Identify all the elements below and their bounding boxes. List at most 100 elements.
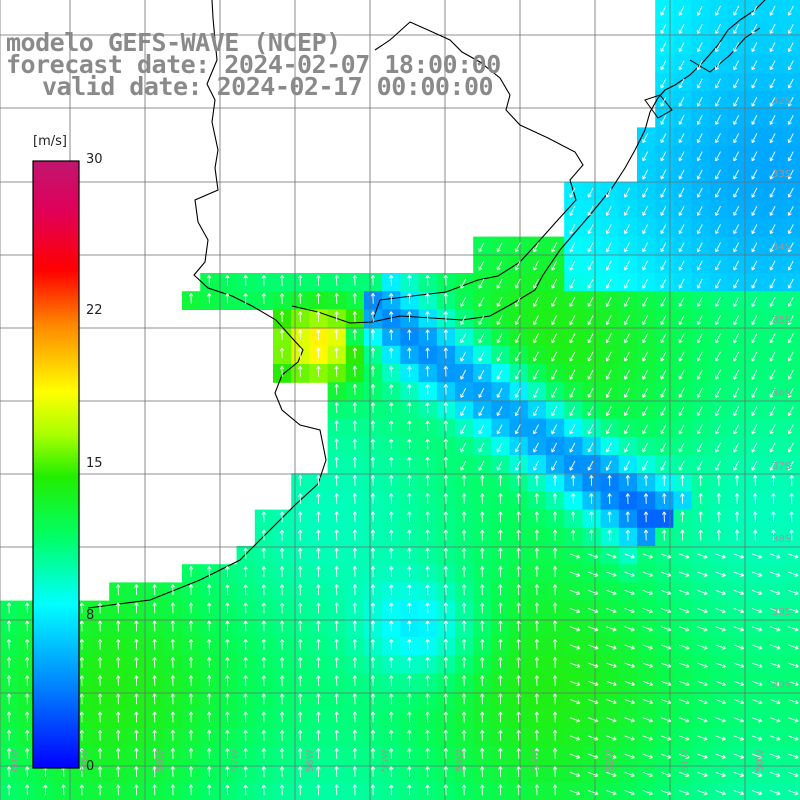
wind-arrow bbox=[496, 296, 503, 307]
wind-arrow bbox=[534, 748, 539, 759]
wind-arrow bbox=[152, 638, 157, 650]
wind-arrow bbox=[425, 620, 430, 632]
wind-arrow bbox=[642, 315, 649, 326]
wind-arrow bbox=[389, 784, 394, 796]
wind-arrow bbox=[152, 748, 157, 759]
wind-arrow bbox=[225, 766, 230, 778]
wind-arrow bbox=[352, 511, 357, 523]
wind-arrow bbox=[225, 693, 230, 705]
wind-arrow bbox=[751, 5, 758, 16]
wind-arrow bbox=[697, 680, 708, 687]
wind-arrow bbox=[660, 260, 667, 271]
wind-arrow bbox=[715, 406, 721, 417]
wind-arrow bbox=[588, 680, 599, 687]
wind-arrow bbox=[680, 493, 685, 505]
wind-arrow bbox=[588, 753, 599, 759]
wind-arrow bbox=[460, 460, 467, 471]
wind-arrow bbox=[588, 699, 599, 705]
wind-arrow bbox=[751, 790, 763, 796]
wind-arrow bbox=[770, 680, 781, 687]
wind-arrow bbox=[298, 547, 303, 559]
wind-arrow bbox=[25, 748, 30, 759]
wind-arrow bbox=[298, 274, 303, 286]
wind-arrow bbox=[498, 784, 503, 796]
wind-arrow bbox=[298, 729, 303, 741]
wind-arrow bbox=[715, 608, 726, 614]
wind-arrow bbox=[788, 717, 799, 723]
wind-arrow bbox=[516, 766, 521, 778]
wind-arrow bbox=[552, 638, 558, 650]
wind-arrow bbox=[316, 511, 321, 523]
wind-arrow bbox=[207, 711, 212, 723]
wind-arrow bbox=[642, 790, 654, 796]
wind-arrow bbox=[770, 790, 781, 796]
wind-arrow bbox=[787, 406, 794, 417]
wind-arrow bbox=[642, 424, 649, 435]
wind-arrow bbox=[715, 23, 721, 34]
wind-arrow bbox=[624, 589, 635, 596]
wind-arrow bbox=[443, 402, 448, 414]
wind-arrow bbox=[551, 296, 558, 307]
wind-arrow bbox=[624, 187, 630, 198]
wind-arrow bbox=[588, 662, 599, 668]
wind-arrow bbox=[461, 547, 467, 559]
wind-arrow bbox=[552, 547, 558, 559]
wind-arrow bbox=[480, 748, 485, 759]
wind-arrow bbox=[751, 735, 763, 741]
wind-arrow bbox=[552, 529, 558, 541]
wind-arrow bbox=[261, 729, 266, 741]
wind-arrow bbox=[733, 771, 745, 778]
wind-arrow bbox=[624, 662, 635, 668]
wind-arrow bbox=[715, 699, 726, 705]
model-title: modelo GEFS-WAVE (NCEP) bbox=[6, 28, 341, 57]
wind-arrow bbox=[643, 475, 649, 486]
wind-arrow bbox=[407, 293, 412, 304]
wind-speed-cell bbox=[673, 782, 693, 800]
wind-arrow bbox=[552, 493, 558, 505]
wind-arrow bbox=[316, 711, 321, 723]
wind-arrow bbox=[606, 571, 617, 577]
wind-arrow bbox=[334, 602, 339, 614]
wind-arrow bbox=[787, 351, 794, 362]
wind-arrow bbox=[261, 566, 266, 577]
wind-arrow bbox=[715, 133, 721, 144]
wind-arrow bbox=[97, 657, 103, 668]
wind-arrow bbox=[660, 387, 667, 398]
wind-arrow bbox=[334, 438, 339, 450]
wind-arrow bbox=[188, 602, 194, 614]
wind-arrow bbox=[514, 442, 521, 453]
wind-arrow bbox=[370, 766, 376, 778]
wind-arrow bbox=[697, 553, 708, 559]
longitude-label: 58W bbox=[155, 749, 166, 772]
wind-arrow bbox=[279, 711, 285, 723]
wind-arrow bbox=[678, 296, 685, 307]
wind-arrow bbox=[751, 571, 763, 577]
wind-arrow bbox=[389, 638, 394, 650]
wind-arrow bbox=[134, 620, 139, 632]
wind-arrow bbox=[407, 711, 412, 723]
wind-arrow bbox=[298, 693, 303, 705]
wind-arrow bbox=[552, 766, 558, 778]
wind-arrow bbox=[789, 529, 794, 541]
wind-arrow bbox=[624, 351, 630, 362]
wind-arrow bbox=[298, 584, 303, 596]
wind-arrow bbox=[751, 96, 758, 107]
wind-arrow bbox=[551, 387, 558, 398]
wind-arrow bbox=[279, 547, 285, 559]
wind-arrow bbox=[696, 242, 703, 253]
wind-arrow bbox=[425, 384, 430, 395]
colorbar-tick: 30 bbox=[86, 152, 103, 167]
wind-arrow bbox=[733, 205, 740, 216]
wind-arrow bbox=[498, 547, 503, 559]
wind-arrow bbox=[443, 711, 448, 723]
wind-arrow bbox=[152, 784, 157, 796]
wind-arrow bbox=[207, 729, 212, 741]
wind-arrow bbox=[425, 402, 430, 414]
wind-arrow bbox=[478, 424, 485, 435]
wind-arrow bbox=[316, 729, 321, 741]
wind-arrow bbox=[769, 406, 776, 417]
wind-arrow bbox=[225, 729, 230, 741]
colorbar-unit: [m/s] bbox=[33, 134, 67, 149]
wind-arrow bbox=[370, 293, 376, 304]
wind-arrow bbox=[443, 566, 448, 577]
